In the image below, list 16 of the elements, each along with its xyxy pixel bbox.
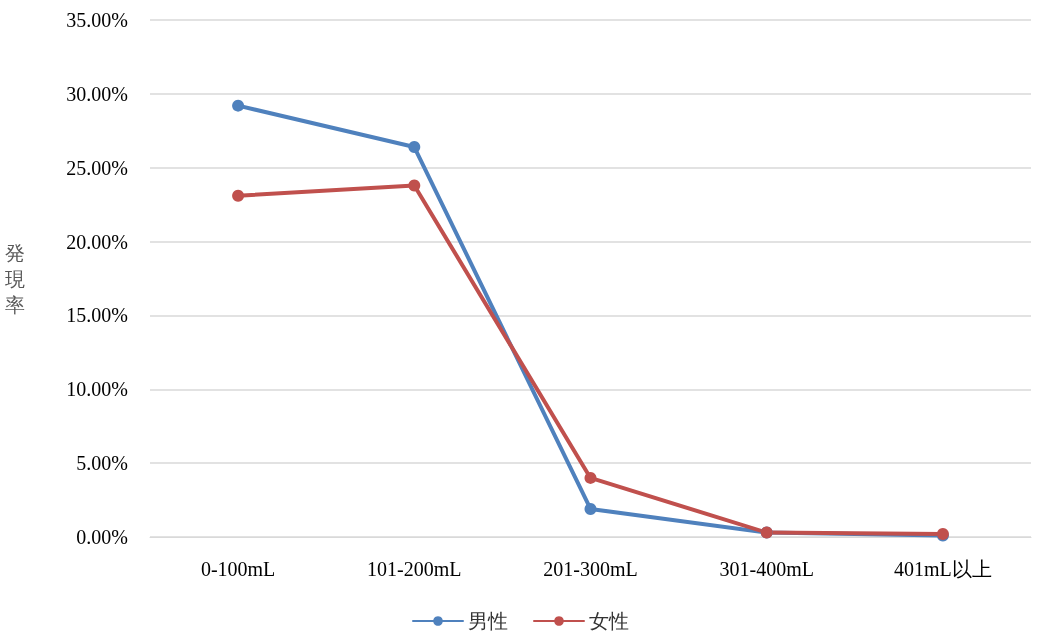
x-tick-label: 101-200mL	[367, 558, 462, 580]
y-tick-label: 35.00%	[66, 9, 128, 31]
x-tick-label: 0-100mL	[200, 558, 276, 580]
y-tick-label: 5.00%	[76, 452, 128, 475]
y-tick-label: 30.00%	[66, 82, 128, 105]
legend-label: 男性	[468, 610, 508, 632]
y-tick-label: 15.00%	[66, 304, 128, 327]
y-tick-label: 25.00%	[66, 156, 128, 179]
y-axis-title: 発現率	[5, 240, 25, 317]
x-tick-label: 201-300mL	[543, 558, 638, 580]
y-tick-label: 20.00%	[66, 230, 128, 253]
y-tick-label: 10.00%	[66, 378, 128, 401]
x-tick-label: 401mL以上	[894, 558, 992, 580]
legend-label: 女性	[589, 610, 629, 632]
y-tick-label: 0.00%	[76, 526, 128, 548]
x-tick-label: 301-400mL	[719, 558, 814, 580]
